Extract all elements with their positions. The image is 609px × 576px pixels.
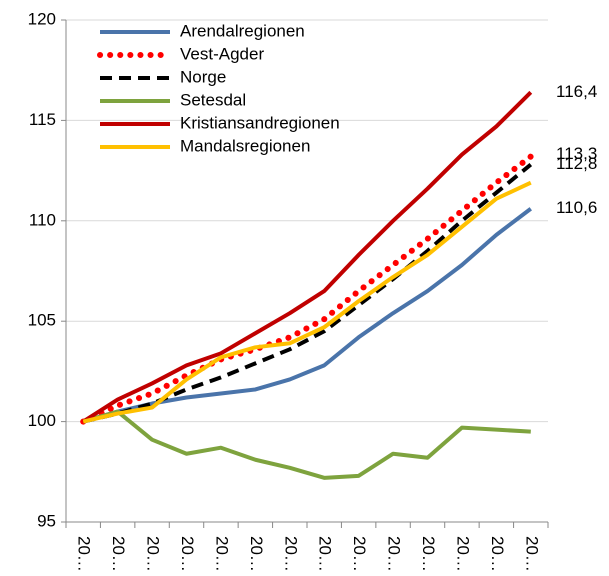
series-line — [82, 90, 533, 424]
y-tick-label: 100 — [28, 411, 56, 430]
legend-label: Setesdal — [180, 90, 246, 109]
x-tick-label: 20… — [178, 536, 197, 572]
y-tick-label: 110 — [29, 210, 56, 229]
x-tick-label: 20… — [419, 536, 438, 572]
series-line — [80, 153, 534, 425]
legend-label: Norge — [180, 67, 226, 86]
series-line — [82, 180, 532, 424]
end-value-label: 116,4 — [556, 82, 597, 101]
end-value-label: 110,6 — [556, 198, 597, 217]
x-tick-label: 20… — [316, 536, 335, 572]
legend-label: Kristiansandregionen — [180, 113, 340, 132]
end-value-label: 112,8 — [556, 154, 597, 173]
series-line — [82, 207, 532, 424]
x-tick-label: 20… — [385, 536, 404, 572]
x-tick-label: 20… — [350, 536, 369, 572]
y-tick-label: 105 — [28, 311, 56, 330]
x-tick-label: 20… — [281, 536, 300, 572]
x-tick-label: 20… — [247, 536, 266, 572]
x-tick-label: 20… — [522, 536, 541, 572]
end-value-label: 113,3 — [556, 144, 597, 163]
series-line — [82, 409, 531, 480]
x-tick-label: 20… — [453, 536, 472, 572]
x-tick-label: 20… — [75, 536, 94, 572]
legend-label: Arendalregionen — [180, 21, 305, 40]
x-tick-label: 20… — [212, 536, 231, 572]
legend-label: Mandalsregionen — [180, 136, 310, 155]
y-tick-label: 115 — [29, 110, 56, 129]
x-tick-label: 20… — [488, 536, 507, 572]
y-tick-label: 95 — [37, 511, 56, 530]
x-tick-label: 20… — [144, 536, 163, 572]
legend-label: Vest-Agder — [180, 44, 264, 63]
x-tick-label: 20… — [109, 536, 128, 572]
y-tick-label: 120 — [28, 9, 56, 28]
